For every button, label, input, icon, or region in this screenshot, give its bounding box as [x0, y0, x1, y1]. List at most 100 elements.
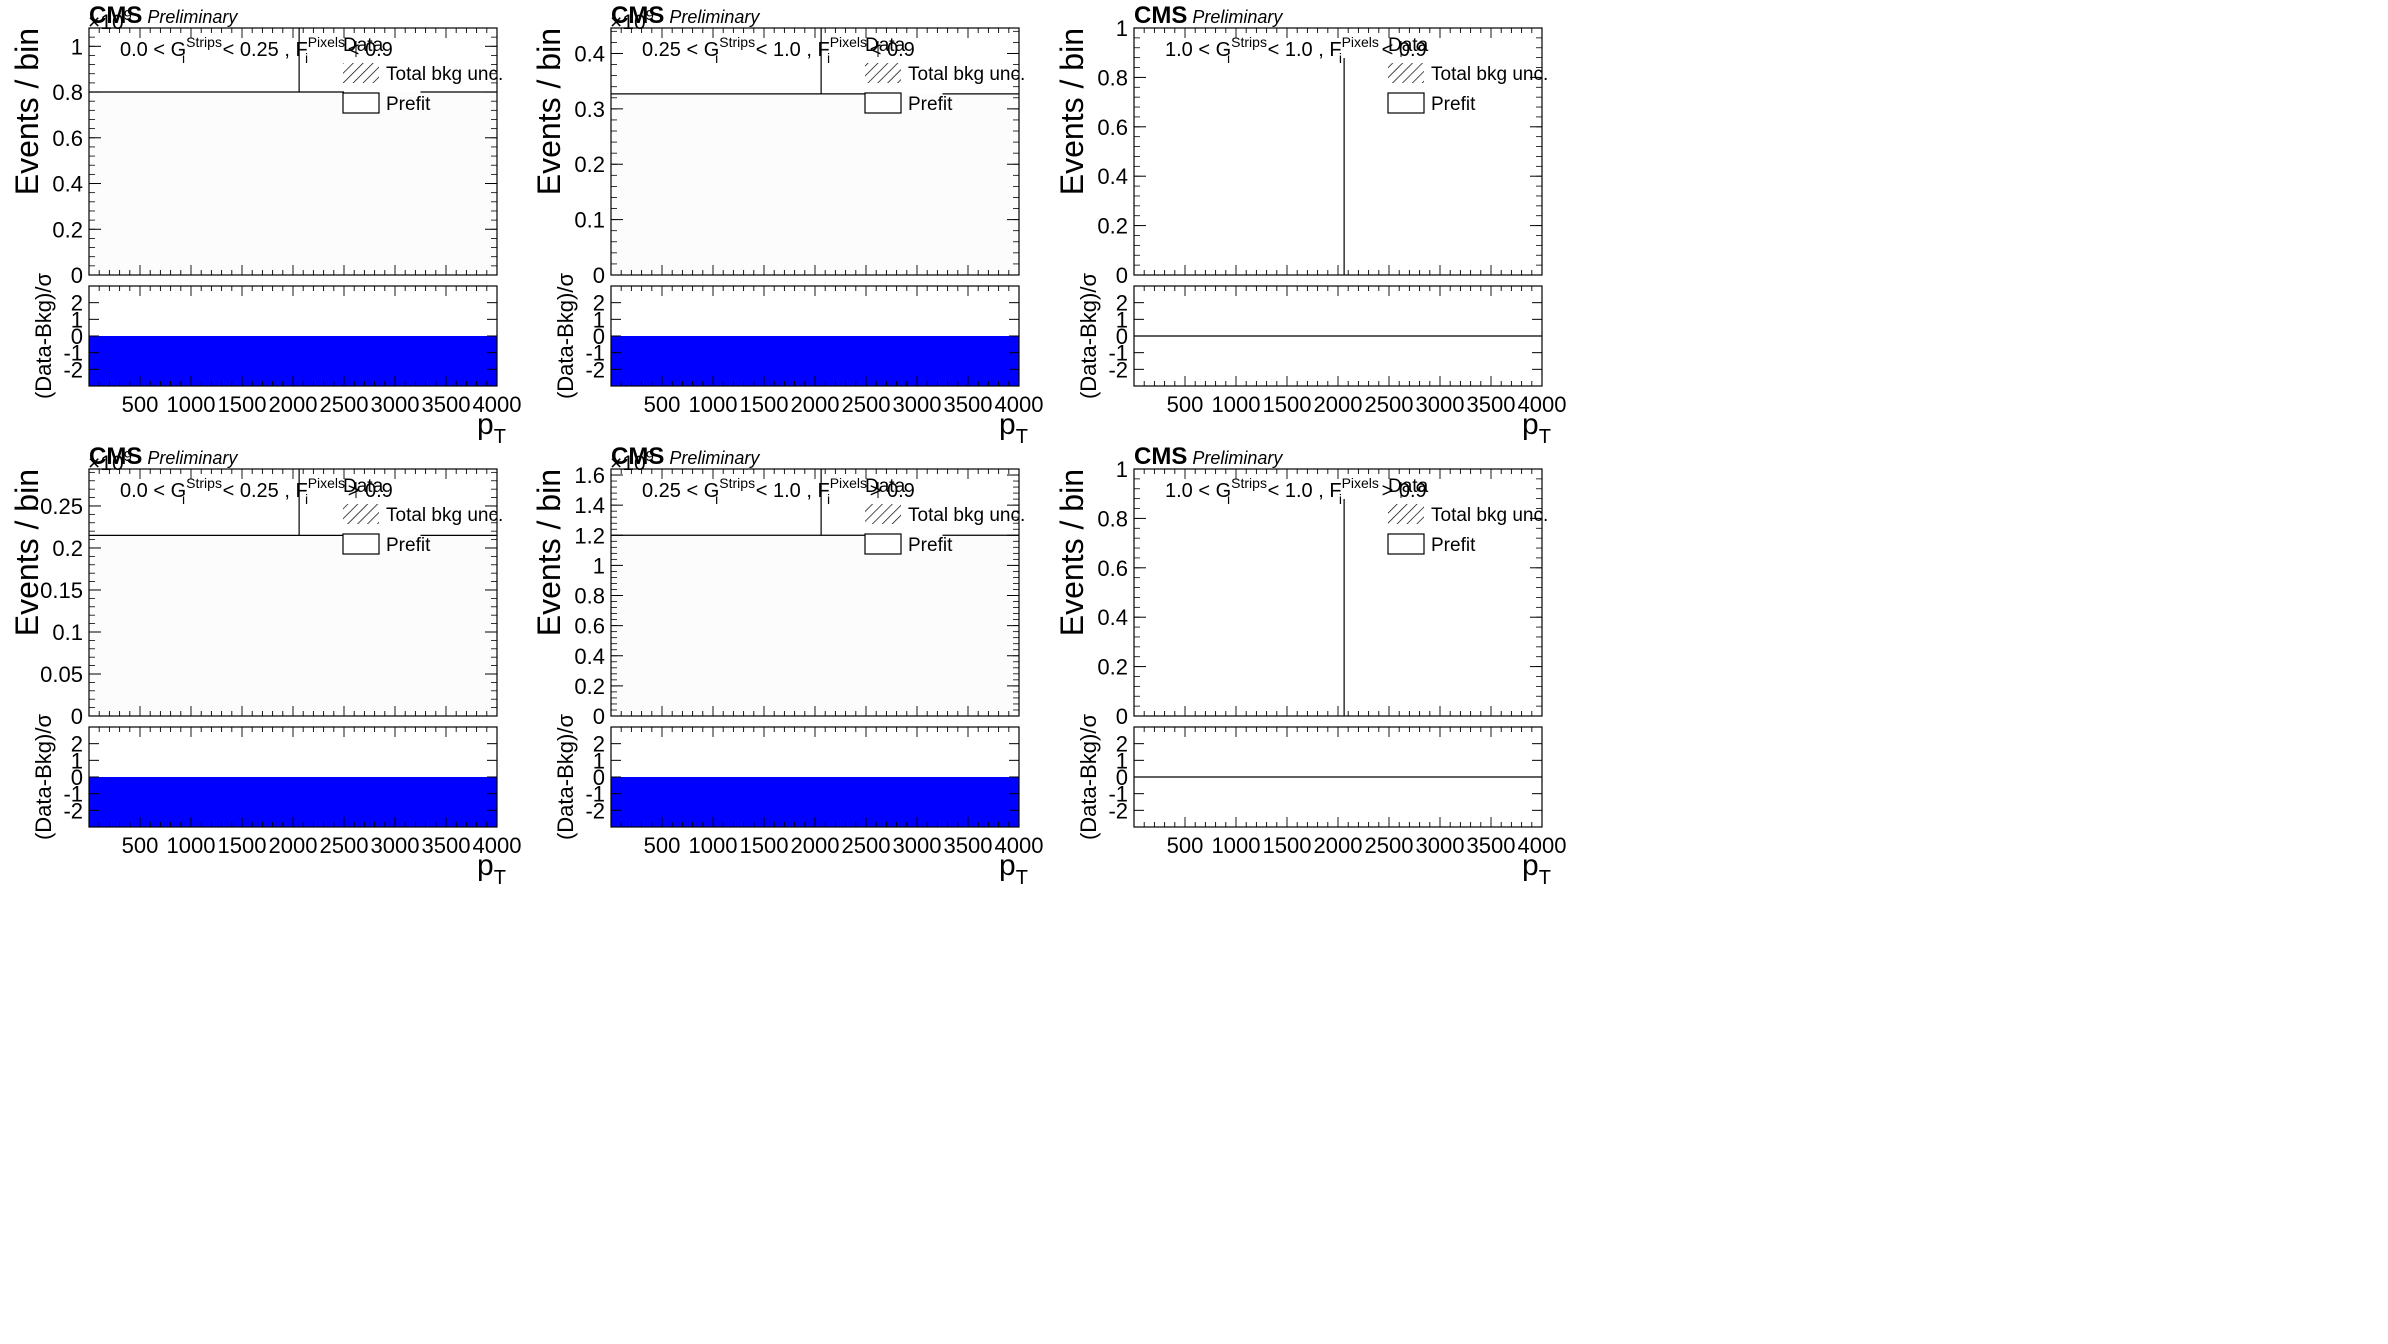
ratio-y-tick-label: -2: [63, 357, 83, 382]
x-axis-title: pT: [999, 849, 1028, 889]
x-tick-label: 1500: [740, 833, 789, 858]
x-tick-label: 4000: [473, 392, 522, 417]
ratio-y-tick-label: 1: [593, 748, 605, 773]
category-label: 0.0 < GStrips i < 0.25 , FPixels i > 0.9: [120, 475, 393, 507]
legend-prefit: Prefit: [386, 94, 431, 115]
x-tick-label: 3000: [893, 833, 942, 858]
category-label: 0.25 < GStrips i < 1.0 , FPixels i < 0.9: [642, 34, 915, 66]
x-tick-label: 500: [644, 833, 681, 858]
y-tick-label: 0.2: [1097, 655, 1128, 680]
y-axis-title: Events / bin: [9, 28, 45, 195]
ratio-y-tick-label: 2: [71, 732, 83, 757]
ratio-y-tick-label: 0: [593, 324, 605, 349]
x-tick-label: 3000: [1416, 392, 1465, 417]
upper-pad-bg: [1134, 469, 1542, 716]
x-tick-label: 3500: [944, 392, 993, 417]
x-tick-label: 1000: [1212, 833, 1261, 858]
y-axis-title: Events / bin: [9, 469, 45, 636]
x-tick-label: 2500: [320, 833, 369, 858]
panel-bottom-middle: 0 0.2 0.4 0.6 0.8 1 1.2 1.4 1.6 Events / bin CMS P…: [531, 443, 1043, 889]
x-tick-label: 4000: [473, 833, 522, 858]
x-tick-label: 1000: [167, 833, 216, 858]
bkg-uncertainty-band: [612, 535, 1018, 716]
y-tick-label: 0.4: [574, 644, 605, 669]
x-tick-label: 2000: [269, 833, 318, 858]
ratio-y-tick-label: 2: [71, 291, 83, 316]
ratio-y-tick-label: 0: [1116, 324, 1128, 349]
cms-label: CMS Preliminary: [89, 443, 238, 470]
y-tick-label: 0: [593, 263, 605, 288]
legend-prefit-swatch: [1387, 92, 1425, 114]
x-tick-label: 2500: [842, 392, 891, 417]
y-tick-label: 0.6: [574, 614, 605, 639]
x-tick-label: 500: [644, 392, 681, 417]
x-axis-title: pT: [999, 408, 1028, 448]
ratio-y-tick-label: -2: [585, 357, 605, 382]
ratio-y-tick-label: 2: [1116, 732, 1128, 757]
ratio-y-title: (Data-Bkg)/σ: [553, 273, 578, 399]
y-tick-label: 0.8: [52, 80, 83, 105]
ratio-y-title: (Data-Bkg)/σ: [31, 714, 56, 840]
panel-bottom-right: 0 0.2 0.4 0.6 0.8 1 Events / bin CMS Preliminar…: [1054, 443, 1566, 889]
y-tick-label: 0.1: [574, 208, 605, 233]
ratio-y-tick-label: -1: [1108, 782, 1128, 807]
x-tick-label: 1000: [689, 392, 738, 417]
ratio-y-tick-label: 0: [593, 765, 605, 790]
x-axis-title: pT: [477, 849, 506, 889]
legend-data: Data: [1388, 35, 1429, 56]
y-tick-label: 0: [593, 704, 605, 729]
x-axis-title: pT: [477, 408, 506, 448]
bkg-uncertainty-band: [90, 92, 496, 275]
x-tick-label: 2000: [791, 833, 840, 858]
y-tick-label: 0.15: [40, 578, 83, 603]
cms-label: CMS Preliminary: [1134, 2, 1283, 29]
category-label: 0.25 < GStrips i < 1.0 , FPixels i > 0.9: [642, 475, 915, 507]
y-tick-label: 0.4: [574, 41, 605, 66]
x-tick-label: 1500: [1263, 392, 1312, 417]
y-tick-label: 0.8: [574, 584, 605, 609]
x-tick-label: 1000: [1212, 392, 1261, 417]
x-tick-label: 1000: [167, 392, 216, 417]
y-tick-label: 0.1: [52, 620, 83, 645]
y-tick-label: 0.3: [574, 97, 605, 122]
legend-data: Data: [1388, 476, 1429, 497]
x-axis-title: pT: [1522, 849, 1551, 889]
y-tick-label: 1: [71, 34, 83, 59]
y-axis-title: Events / bin: [1054, 469, 1090, 636]
x-tick-label: 4000: [1518, 392, 1567, 417]
x-tick-label: 2500: [320, 392, 369, 417]
x-tick-label: 500: [1167, 833, 1204, 858]
x-tick-label: 4000: [995, 392, 1044, 417]
y-axis-title: Events / bin: [531, 28, 567, 195]
x-tick-label: 500: [122, 833, 159, 858]
y-tick-label: 0.05: [40, 662, 83, 687]
upper-pad-bg: [1134, 28, 1542, 275]
ratio-y-tick-label: -2: [585, 798, 605, 823]
ratio-y-tick-label: 2: [1116, 291, 1128, 316]
y-tick-label: 0.2: [52, 536, 83, 561]
y-multiplier: ×109: [610, 448, 654, 475]
x-tick-label: 3500: [944, 833, 993, 858]
y-tick-label: 0.4: [52, 172, 83, 197]
legend-data: Data: [865, 35, 906, 56]
x-tick-label: 3500: [1467, 833, 1516, 858]
ratio-y-tick-label: -2: [1108, 798, 1128, 823]
legend-prefit-swatch: [342, 92, 380, 114]
ratio-y-tick-label: -2: [63, 798, 83, 823]
y-tick-label: 0.6: [1097, 115, 1128, 140]
y-tick-label: 0: [1116, 704, 1128, 729]
y-tick-label: 1.2: [574, 523, 605, 548]
legend-prefit: Prefit: [1431, 535, 1476, 556]
y-tick-label: 0.6: [1097, 556, 1128, 581]
x-tick-label: 2000: [791, 392, 840, 417]
y-tick-label: 1.4: [574, 493, 605, 518]
cms-label: CMS Preliminary: [89, 2, 238, 29]
y-tick-label: 1.6: [574, 463, 605, 488]
x-tick-label: 2500: [842, 833, 891, 858]
panel-top-right: 0 0.2 0.4 0.6 0.8 1 Events / bin CMS Preliminar…: [1054, 2, 1566, 448]
x-tick-label: 1500: [740, 392, 789, 417]
legend-bkg-swatch: [1388, 504, 1424, 524]
cms-label: CMS Preliminary: [1134, 443, 1283, 470]
x-tick-label: 3500: [1467, 392, 1516, 417]
